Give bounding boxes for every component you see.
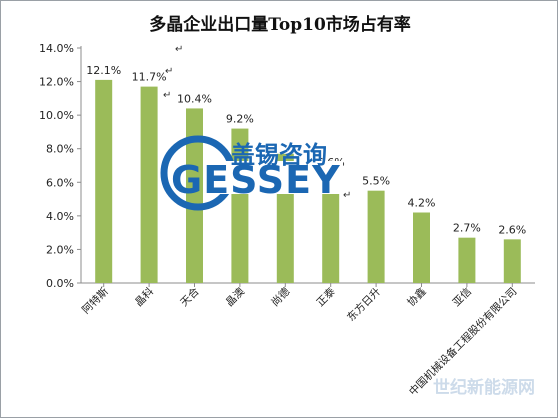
y-tick-label: 2.0% (46, 243, 74, 256)
category-label: 协鑫 (405, 285, 429, 309)
category-label: 尚德 (268, 285, 292, 309)
bar (322, 172, 340, 283)
y-tick-label: 14.0% (39, 42, 74, 55)
gessey-logo: 盖锡咨询 GESSEY (160, 135, 343, 211)
line-break-mark: ↵ (163, 90, 171, 101)
y-tick-label: 4.0% (46, 210, 74, 223)
logo-backplate (215, 161, 343, 194)
category-label: 正泰 (314, 285, 338, 309)
bar (413, 212, 430, 283)
data-label: 2.7% (453, 222, 481, 235)
data-label: 4.2% (408, 197, 436, 210)
bar (95, 79, 113, 284)
data-label: 10.4% (177, 92, 212, 105)
category-label: 天合 (178, 285, 202, 309)
data-label: 11.7% (132, 71, 167, 84)
bar (458, 237, 476, 283)
y-tick-label: 0.0% (46, 277, 74, 290)
category-label: 晶科 (132, 285, 156, 309)
bars (95, 79, 521, 287)
y-tick-label: 8.0% (46, 143, 74, 156)
bar (503, 239, 521, 283)
brand-name-cn: 盖锡咨询 (231, 141, 327, 169)
y-tick-label: 6.0% (46, 176, 74, 189)
data-label: 5.5% (362, 175, 390, 188)
category-label: 阿特斯 (79, 285, 111, 317)
site-watermark: 世纪新能源网 (433, 377, 535, 398)
category-label: 晶澳 (223, 285, 247, 309)
value-labels: 12.1%11.7%10.4%9.2%6.6%5.5%4.2%2.7%2.6% (86, 64, 526, 236)
bar (140, 86, 158, 283)
bar (186, 108, 203, 283)
y-tick-label: 12.0% (39, 76, 74, 89)
data-label: 9.2% (226, 113, 254, 126)
line-break-mark: ↵ (165, 66, 173, 77)
category-label: 东方日升 (344, 285, 383, 324)
brand-name-en: GESSEY (171, 158, 341, 202)
y-tick-label: 10.0% (39, 109, 74, 122)
chart-title: 多晶企业出口量Top10市场占有率 (149, 14, 411, 35)
line-break-mark: ↵ (175, 44, 183, 55)
bar (367, 190, 385, 283)
data-label: 2.6% (498, 223, 526, 236)
category-label: 亚信 (451, 286, 474, 309)
data-label: 12.1% (86, 64, 121, 77)
line-break-mark: ↵ (343, 190, 351, 201)
